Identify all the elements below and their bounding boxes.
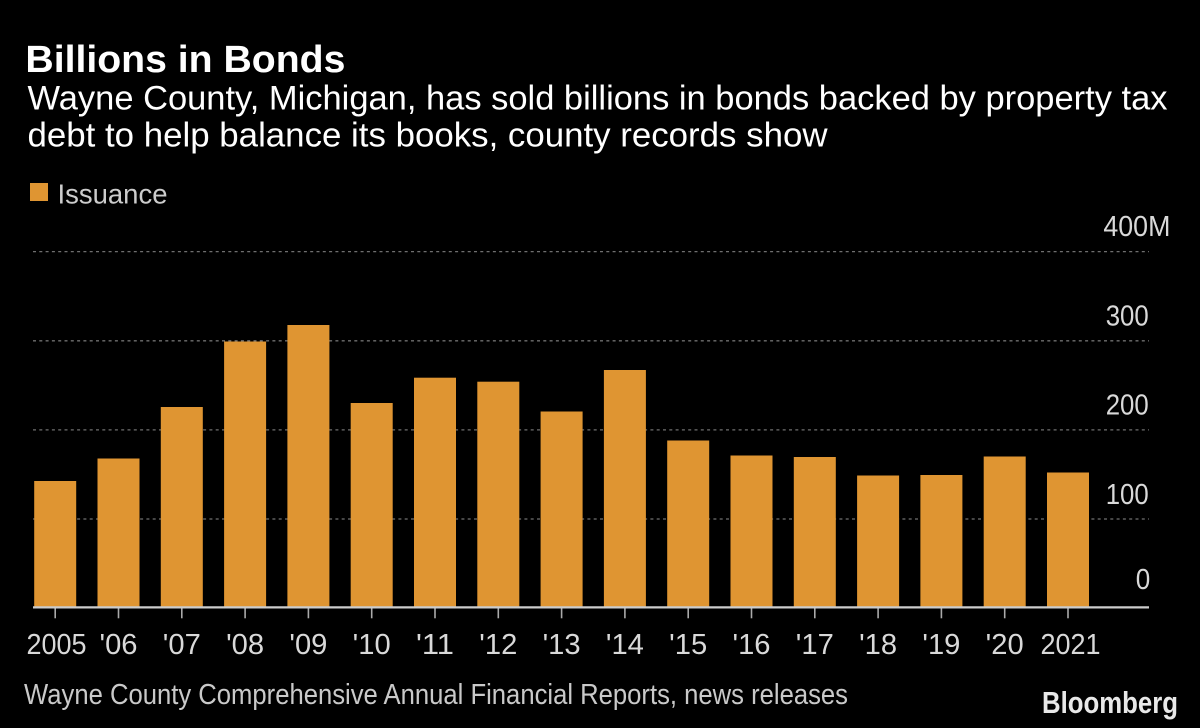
svg-text:Bloomberg: Bloomberg bbox=[1042, 685, 1178, 720]
svg-text:200: 200 bbox=[1106, 390, 1149, 422]
svg-text:100: 100 bbox=[1106, 479, 1149, 511]
svg-text:'12: '12 bbox=[479, 629, 517, 661]
svg-text:400M: 400M bbox=[1103, 211, 1170, 243]
svg-text:'18: '18 bbox=[859, 629, 897, 661]
svg-text:2005: 2005 bbox=[27, 629, 87, 661]
svg-text:'08: '08 bbox=[226, 629, 264, 661]
svg-text:Wayne County Comprehensive Ann: Wayne County Comprehensive Annual Financ… bbox=[24, 679, 848, 711]
svg-text:'13: '13 bbox=[543, 629, 581, 661]
svg-text:'16: '16 bbox=[733, 629, 771, 661]
svg-text:'15: '15 bbox=[669, 629, 707, 661]
svg-text:0: 0 bbox=[1136, 564, 1151, 596]
svg-text:Billions in Bonds: Billions in Bonds bbox=[25, 39, 345, 81]
svg-text:'07: '07 bbox=[163, 629, 201, 661]
svg-text:Wayne County, Michigan, has so: Wayne County, Michigan, has sold billion… bbox=[28, 79, 1168, 117]
svg-text:'11: '11 bbox=[416, 629, 454, 661]
svg-text:'10: '10 bbox=[353, 629, 391, 661]
svg-text:'19: '19 bbox=[922, 629, 960, 661]
svg-text:'17: '17 bbox=[796, 629, 834, 661]
svg-text:'14: '14 bbox=[606, 629, 644, 661]
svg-text:'06: '06 bbox=[100, 629, 138, 661]
svg-text:debt to help balance its books: debt to help balance its books, county r… bbox=[28, 116, 828, 154]
svg-text:300: 300 bbox=[1106, 301, 1149, 333]
svg-text:Issuance: Issuance bbox=[58, 178, 168, 209]
svg-text:2021: 2021 bbox=[1041, 629, 1101, 661]
svg-text:'20: '20 bbox=[986, 629, 1024, 661]
svg-text:'09: '09 bbox=[289, 629, 327, 661]
